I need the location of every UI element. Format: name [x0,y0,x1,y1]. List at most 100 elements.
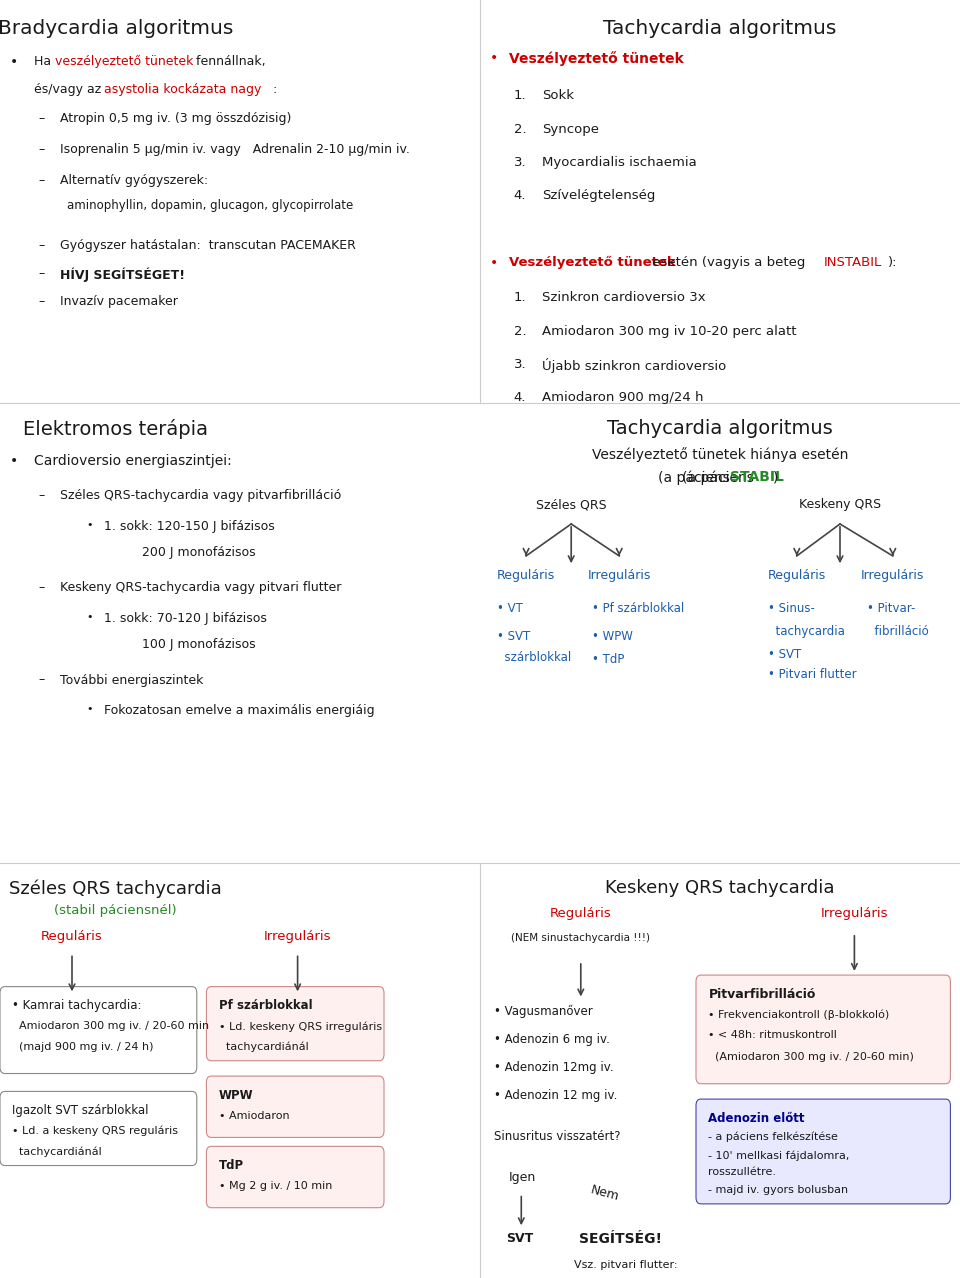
Text: –: – [38,143,45,156]
Text: 3.: 3. [514,156,526,169]
Text: Reguláris: Reguláris [497,569,555,581]
Text: Pitvarfibrilláció: Pitvarfibrilláció [708,988,816,1001]
Text: • SVT: • SVT [497,630,531,643]
Text: (a páciens: (a páciens [658,470,733,484]
FancyBboxPatch shape [0,1091,197,1166]
Text: Atropin 0,5 mg iv. (3 mg összdózisig): Atropin 0,5 mg iv. (3 mg összdózisig) [60,112,291,125]
Text: • Mg 2 g iv. / 10 min: • Mg 2 g iv. / 10 min [219,1181,332,1191]
Text: Alternatív gyógyszerek:: Alternatív gyógyszerek: [60,174,207,187]
Text: –: – [38,239,45,252]
Text: 200 J monofázisos: 200 J monofázisos [142,546,255,558]
Text: • Pitvari flutter: • Pitvari flutter [768,668,856,681]
Text: és/vagy az: és/vagy az [34,83,105,96]
FancyBboxPatch shape [206,1076,384,1137]
Text: - a páciens felkészítése: - a páciens felkészítése [708,1131,838,1141]
FancyBboxPatch shape [696,1099,950,1204]
Text: Myocardialis ischaemia: Myocardialis ischaemia [542,156,697,169]
Text: Pf szárblokkal: Pf szárblokkal [219,999,313,1012]
Text: •: • [86,704,93,714]
Text: • WPW: • WPW [592,630,634,643]
Text: WPW: WPW [219,1089,253,1102]
Text: rosszullétre.: rosszullétre. [708,1167,777,1177]
Text: 2.: 2. [514,325,526,337]
Text: –: – [38,581,45,594]
Text: Tachycardia algoritmus: Tachycardia algoritmus [603,19,837,38]
Text: Igen: Igen [509,1171,536,1183]
Text: 2.: 2. [514,123,526,135]
Text: Fokozatosan emelve a maximális energiáig: Fokozatosan emelve a maximális energiáig [104,704,374,717]
FancyBboxPatch shape [0,987,197,1074]
Text: 1. sokk: 70-120 J bifázisos: 1. sokk: 70-120 J bifázisos [104,612,267,625]
Text: Igazolt SVT szárblokkal: Igazolt SVT szárblokkal [12,1104,149,1117]
FancyBboxPatch shape [206,1146,384,1208]
Text: Irreguláris: Irreguláris [821,907,888,920]
Text: •: • [490,51,498,65]
FancyBboxPatch shape [206,987,384,1061]
Text: Nem: Nem [588,1183,620,1204]
Text: 1. sokk: 120-150 J bifázisos: 1. sokk: 120-150 J bifázisos [104,520,275,533]
Text: - 10' mellkasi fájdalomra,: - 10' mellkasi fájdalomra, [708,1150,850,1160]
Text: Elektromos terápia: Elektromos terápia [23,419,207,440]
Text: Újabb szinkron cardioversio: Újabb szinkron cardioversio [542,358,727,373]
Text: Irreguláris: Irreguláris [588,569,651,581]
Text: Reguláris: Reguláris [41,930,103,943]
Text: –: – [38,674,45,686]
Text: 4.: 4. [514,391,526,404]
Text: –: – [38,174,45,187]
Text: –: – [38,112,45,125]
Text: • Kamrai tachycardia:: • Kamrai tachycardia: [12,999,142,1012]
Text: • Adenozin 12mg iv.: • Adenozin 12mg iv. [494,1061,614,1074]
Text: SVT: SVT [506,1232,533,1245]
Text: • < 48h: ritmuskontroll: • < 48h: ritmuskontroll [708,1030,837,1040]
Text: (stabil páciensnél): (stabil páciensnél) [54,904,177,916]
Text: –: – [38,295,45,308]
Text: Reguláris: Reguláris [550,907,612,920]
Text: • Adenozin 12 mg iv.: • Adenozin 12 mg iv. [494,1089,618,1102]
Text: (majd 900 mg iv. / 24 h): (majd 900 mg iv. / 24 h) [12,1042,154,1052]
Text: Amiodaron 300 mg iv 10-20 perc alatt: Amiodaron 300 mg iv 10-20 perc alatt [542,325,797,337]
Text: ): ) [773,470,779,484]
Text: Adenozin előtt: Adenozin előtt [708,1112,805,1125]
Text: TdP: TdP [219,1159,244,1172]
Text: Keskeny QRS tachycardia: Keskeny QRS tachycardia [605,879,835,897]
Text: –: – [38,267,45,280]
Text: Ha: Ha [34,55,55,68]
Text: • Vagusmanőver: • Vagusmanőver [494,1005,593,1017]
Text: 3.: 3. [514,358,526,371]
Text: - majd iv. gyors bolusban: - majd iv. gyors bolusban [708,1185,849,1195]
Text: esetén (vagyis a beteg: esetén (vagyis a beteg [648,256,809,268]
Text: ):: ): [888,256,898,268]
Text: •: • [490,256,498,270]
Text: 100 J monofázisos: 100 J monofázisos [142,638,255,651]
Text: 4.: 4. [514,189,526,202]
Text: Széles QRS-tachycardia vagy pitvarfibrilláció: Széles QRS-tachycardia vagy pitvarfibril… [60,489,341,502]
Text: Cardioversio energiaszintjei:: Cardioversio energiaszintjei: [34,454,231,468]
Text: :: : [273,83,276,96]
Text: (Amiodaron 300 mg iv. / 20-60 min): (Amiodaron 300 mg iv. / 20-60 min) [708,1052,914,1062]
Text: Szinkron cardioversio 3x: Szinkron cardioversio 3x [542,291,706,304]
Text: Veszélyeztető tünetek: Veszélyeztető tünetek [509,256,676,268]
Text: aminophyllin, dopamin, glucagon, glycopirrolate: aminophyllin, dopamin, glucagon, glycopi… [67,199,353,212]
Text: tachycardia: tachycardia [768,625,845,638]
Text: Amiodaron 300 mg iv. / 20-60 min: Amiodaron 300 mg iv. / 20-60 min [12,1021,209,1031]
Text: veszélyeztető tünetek: veszélyeztető tünetek [55,55,193,68]
Text: • VT: • VT [497,602,523,615]
Text: Reguláris: Reguláris [768,569,826,581]
Text: fennállnak,: fennállnak, [192,55,266,68]
Text: • Ld. keskeny QRS irreguláris: • Ld. keskeny QRS irreguláris [219,1021,382,1031]
Text: • Amiodaron: • Amiodaron [219,1111,290,1121]
Text: Széles QRS: Széles QRS [536,498,607,511]
Text: fibrilláció: fibrilláció [867,625,928,638]
Text: Irreguláris: Irreguláris [861,569,924,581]
Text: tachycardiánál: tachycardiánál [219,1042,308,1052]
Text: Sokk: Sokk [542,89,574,102]
Text: •: • [86,612,93,622]
Text: Veszélyeztető tünetek hiánya esetén: Veszélyeztető tünetek hiánya esetén [591,447,849,463]
FancyBboxPatch shape [696,975,950,1084]
Text: Syncope: Syncope [542,123,599,135]
Text: Sinusritus visszatért?: Sinusritus visszatért? [494,1130,621,1143]
Text: Bradycardia algoritmus: Bradycardia algoritmus [0,19,233,38]
Text: Keskeny QRS-tachycardia vagy pitvari flutter: Keskeny QRS-tachycardia vagy pitvari flu… [60,581,341,594]
Text: szárblokkal: szárblokkal [497,651,571,663]
Text: 1.: 1. [514,89,526,102]
